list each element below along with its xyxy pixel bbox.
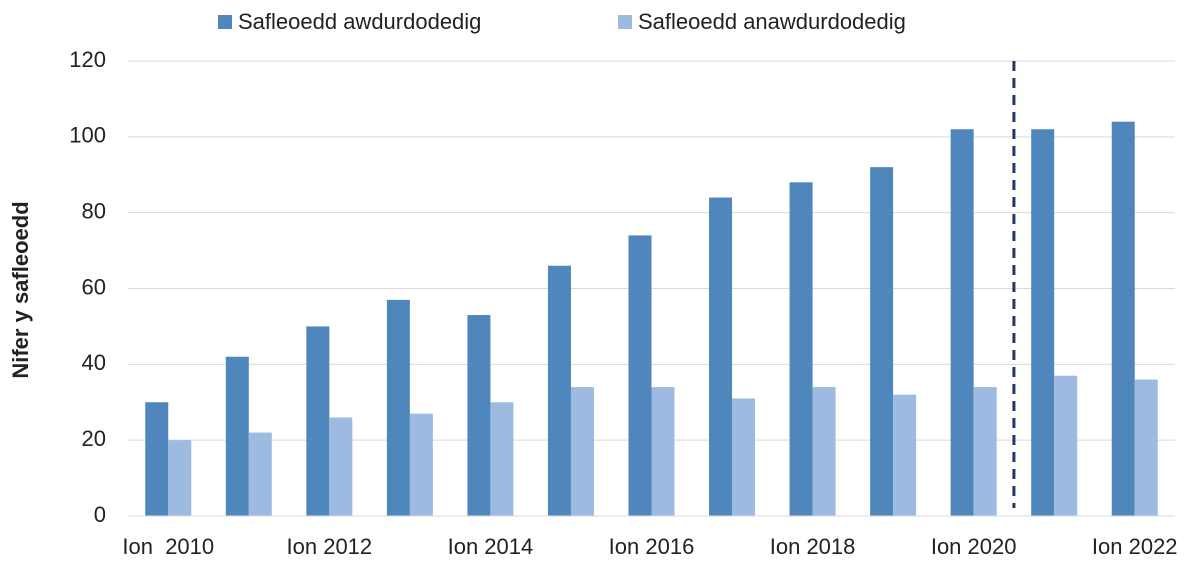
- bar: [409, 413, 433, 516]
- x-tick-label: Ion 2016: [609, 534, 695, 559]
- y-tick-label: 60: [82, 274, 106, 299]
- y-tick-label: 80: [82, 198, 106, 223]
- legend-label: Safleoedd awdurdodedig: [238, 9, 481, 34]
- x-tick-label: Ion 2014: [448, 534, 534, 559]
- bar: [547, 265, 571, 516]
- bar: [306, 326, 330, 516]
- bar: [732, 398, 756, 516]
- legend-label: Safleoedd anawdurdodedig: [638, 9, 906, 34]
- y-tick-label: 0: [94, 502, 106, 527]
- bar: [467, 315, 491, 516]
- bar: [651, 387, 675, 516]
- bar: [329, 417, 353, 516]
- x-tick-label: Ion 2020: [931, 534, 1017, 559]
- x-tick-label: Ion 2012: [287, 534, 373, 559]
- x-tick-label: Ion 2022: [1092, 534, 1178, 559]
- bar: [950, 129, 974, 516]
- bar: [1111, 121, 1135, 517]
- bar: [870, 167, 894, 516]
- bar: [248, 432, 272, 516]
- bar: [490, 402, 514, 516]
- y-tick-label: 40: [82, 350, 106, 375]
- bar: [1134, 379, 1158, 516]
- bar: [225, 356, 249, 516]
- y-tick-label: 20: [82, 426, 106, 451]
- y-tick-label: 120: [69, 47, 106, 72]
- bar: [628, 235, 652, 516]
- bar: [145, 402, 169, 516]
- legend-swatch: [218, 15, 232, 29]
- bar: [789, 182, 813, 517]
- bar: [570, 387, 594, 516]
- bar: [1031, 129, 1055, 516]
- bar: [812, 387, 836, 516]
- y-axis-label: Nifer y safleoedd: [8, 201, 33, 378]
- bar: [1054, 375, 1078, 516]
- x-tick-label: Ion 2010: [122, 534, 214, 559]
- bar: [709, 197, 733, 516]
- bar: [973, 387, 997, 516]
- bar: [386, 299, 410, 516]
- bar: [893, 394, 917, 516]
- y-tick-label: 100: [69, 123, 106, 148]
- bar: [168, 440, 192, 516]
- x-tick-label: Ion 2018: [770, 534, 856, 559]
- legend-swatch: [618, 15, 632, 29]
